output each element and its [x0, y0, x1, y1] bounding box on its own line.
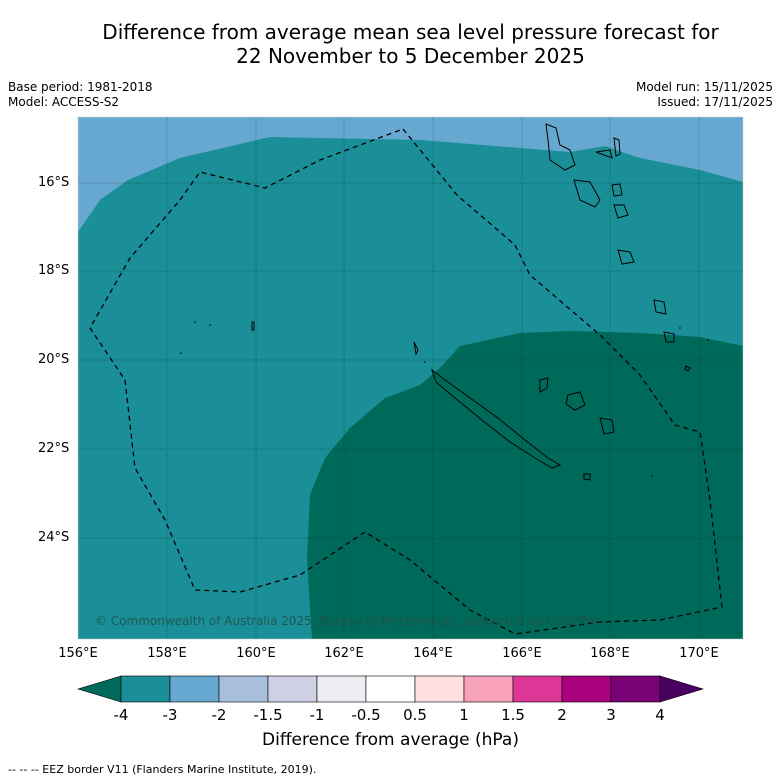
vanuatu-tanna	[653, 299, 667, 315]
vanuatu-malekula	[573, 179, 601, 208]
lon-label-160e: 160°E	[236, 646, 276, 661]
eez-border	[89, 128, 723, 635]
lat-label-20s: 20°S	[38, 352, 70, 367]
colorbar-tick-label: 4	[655, 706, 665, 724]
lat-label-22s: 22°S	[38, 441, 70, 456]
reef-islet	[194, 321, 196, 323]
chart-title: Difference from average mean sea level p…	[0, 20, 781, 68]
reef-islet	[209, 324, 211, 326]
chesterfield-islet	[251, 321, 255, 331]
reef-islet	[707, 339, 709, 341]
vanuatu-espiritu-santo	[545, 123, 576, 171]
lon-label-166e: 166°E	[502, 646, 542, 661]
colorbar-segment	[463, 675, 514, 703]
eez-legend-note: -- -- -- EEZ border V11 (Flanders Marine…	[8, 763, 317, 776]
vanuatu-efate	[611, 183, 623, 197]
colorbar-segment	[267, 675, 318, 703]
title-line-2: 22 November to 5 December 2025	[236, 44, 585, 68]
colorbar-segment	[218, 675, 269, 703]
map-area	[78, 117, 743, 639]
colorbar-tick-label: 1	[459, 706, 469, 724]
colorbar-tick-label: 0.5	[403, 706, 427, 724]
grid-lines	[78, 117, 743, 639]
loyalty-island-lifou	[565, 391, 586, 411]
colorbar-tick-label: 1.5	[501, 706, 525, 724]
isle-of-pines	[583, 473, 591, 481]
colorbar-segment	[414, 675, 465, 703]
colorbar	[76, 675, 705, 703]
title-line-1: Difference from average mean sea level p…	[102, 20, 719, 44]
lon-label-168e: 168°E	[590, 646, 630, 661]
colorbar-under-arrow	[76, 675, 122, 703]
reef-islet	[651, 475, 653, 477]
colorbar-tick-label: -1	[309, 706, 325, 724]
new-caledonia-coast	[431, 368, 562, 469]
colorbar-tick-label: -4	[113, 706, 129, 724]
loyalty-island-ouvea	[539, 377, 549, 393]
colorbar-segment	[365, 675, 416, 703]
model-run: Model run: 15/11/2025	[635, 80, 773, 94]
colorbar-segment	[561, 675, 612, 703]
pressure-band-dark	[307, 331, 743, 639]
colorbar-segment	[610, 675, 661, 703]
belep-islands	[413, 341, 419, 356]
colorbar-tick-label: -2	[211, 706, 227, 724]
colorbar-label: Difference from average (hPa)	[262, 730, 519, 750]
meta-right: Model run: 15/11/2025 Issued: 17/11/2025	[636, 80, 773, 110]
colorbar-tick-label: -3	[162, 706, 178, 724]
colorbar-tick-label: -0.5	[351, 706, 381, 724]
colorbar-segment	[169, 675, 220, 703]
lon-label-156e: 156°E	[58, 646, 98, 661]
colorbar-segment	[120, 675, 171, 703]
vanuatu-pentecost	[613, 137, 621, 157]
colorbar-tick-label: -1.5	[253, 706, 283, 724]
vanuatu-epi	[613, 204, 629, 219]
vanuatu-ambae	[595, 149, 613, 159]
issued-date: Issued: 17/11/2025	[657, 95, 773, 109]
colorbar-tick-label: 2	[557, 706, 567, 724]
colorbar-segment	[512, 675, 563, 703]
lat-label-24s: 24°S	[38, 530, 70, 545]
matthew-island	[684, 365, 691, 372]
lon-label-162e: 162°E	[324, 646, 364, 661]
base-period: Base period: 1981-2018	[8, 80, 153, 94]
loyalty-island-mare	[599, 417, 615, 435]
meta-left: Base period: 1981-2018 Model: ACCESS-S2	[8, 80, 153, 110]
lon-label-164e: 164°E	[413, 646, 453, 661]
reef-islet	[424, 361, 426, 363]
colorbar-segment	[316, 675, 367, 703]
colorbar-over-arrow	[659, 675, 705, 703]
lon-label-158e: 158°E	[147, 646, 187, 661]
model-name: Model: ACCESS-S2	[8, 95, 120, 109]
vanuatu-erromango	[617, 249, 635, 265]
lat-label-18s: 18°S	[38, 263, 70, 278]
map-frame	[77, 116, 744, 640]
reef-islet	[180, 352, 182, 354]
lon-label-170e: 170°E	[679, 646, 719, 661]
reef-islet	[679, 327, 681, 329]
vanuatu-aneityum	[663, 331, 675, 343]
colorbar-tick-label: 3	[606, 706, 616, 724]
copyright-notice: © Commonwealth of Australia 2025, Bureau…	[95, 614, 601, 628]
lat-label-16s: 16°S	[38, 175, 70, 190]
